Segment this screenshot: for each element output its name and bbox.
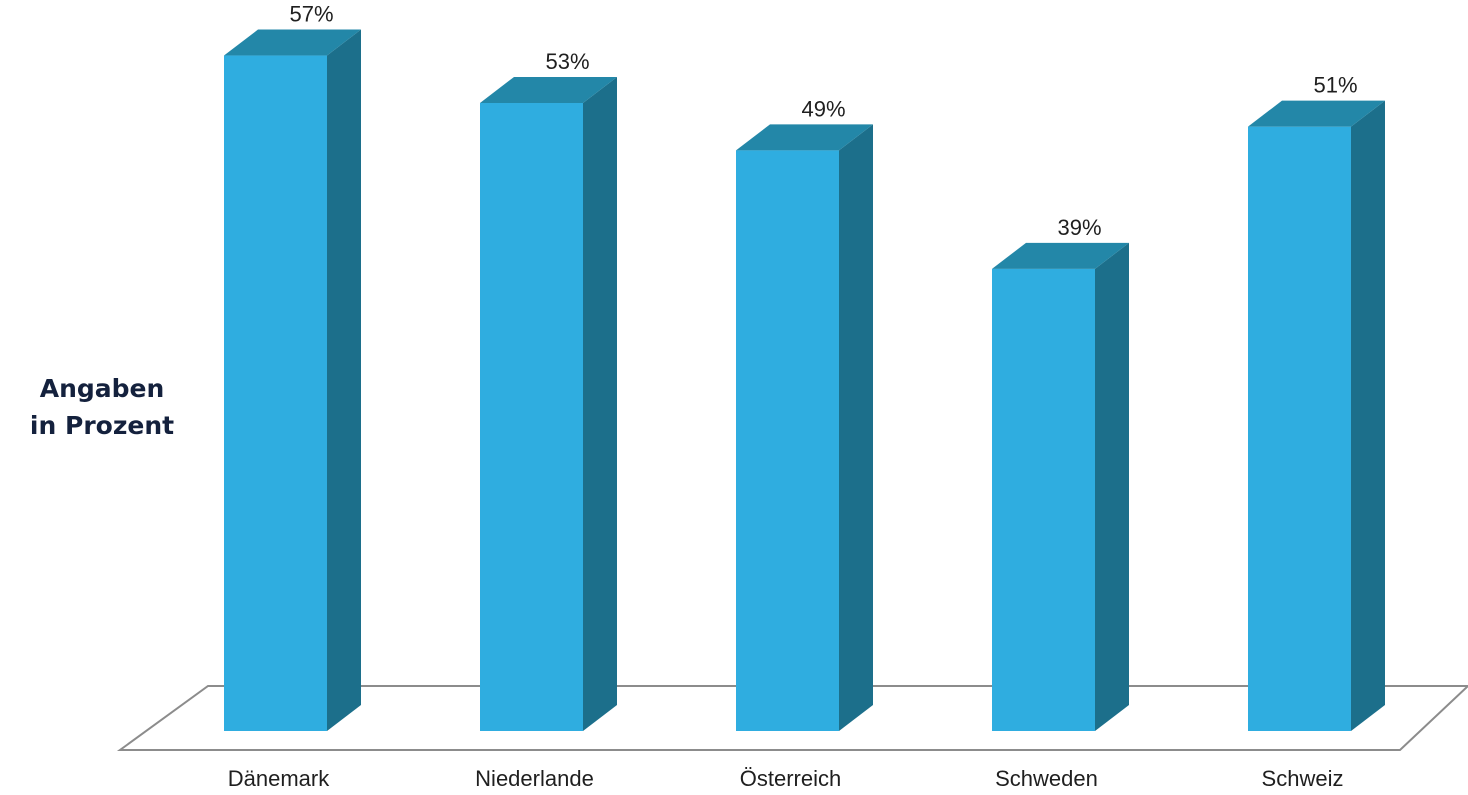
category-label: Dänemark — [228, 766, 330, 791]
bar-side — [583, 76, 617, 731]
value-label: 51% — [1313, 73, 1357, 98]
bars-group — [224, 29, 1385, 732]
bar-top — [480, 76, 617, 103]
bar-front — [992, 268, 1095, 731]
bar-top — [1248, 100, 1385, 127]
bar-front — [736, 150, 839, 732]
y-axis-label: Angaben in Prozent — [18, 370, 186, 444]
bar — [1248, 100, 1385, 731]
value-label: 53% — [545, 49, 589, 74]
category-label: Österreich — [740, 766, 841, 791]
bar — [480, 76, 617, 731]
value-labels-group: 57% 53% 49% 39% 51% — [289, 2, 1357, 240]
value-label: 57% — [289, 2, 333, 27]
bar — [992, 242, 1129, 731]
value-label: 39% — [1057, 215, 1101, 240]
y-axis-label-line-1: Angaben — [39, 374, 165, 403]
category-label: Niederlande — [475, 766, 594, 791]
bar-side — [327, 29, 361, 732]
bar-front — [224, 55, 327, 732]
bar-top — [736, 124, 873, 151]
bar-top — [224, 29, 361, 56]
category-label: Schweiz — [1262, 766, 1344, 791]
bar-side — [1351, 100, 1385, 731]
bar — [224, 29, 361, 732]
bar-front — [1248, 126, 1351, 731]
category-labels-group: Dänemark Niederlande Österreich Schweden Sch… — [228, 766, 1344, 791]
category-label: Schweden — [995, 766, 1098, 791]
bar-top — [992, 242, 1129, 269]
bar-front — [480, 102, 583, 731]
value-label: 49% — [801, 96, 845, 121]
bar — [736, 124, 873, 732]
bar-side — [839, 124, 873, 732]
y-axis-label-line-2: in Prozent — [29, 411, 175, 440]
bar-side — [1095, 242, 1129, 731]
